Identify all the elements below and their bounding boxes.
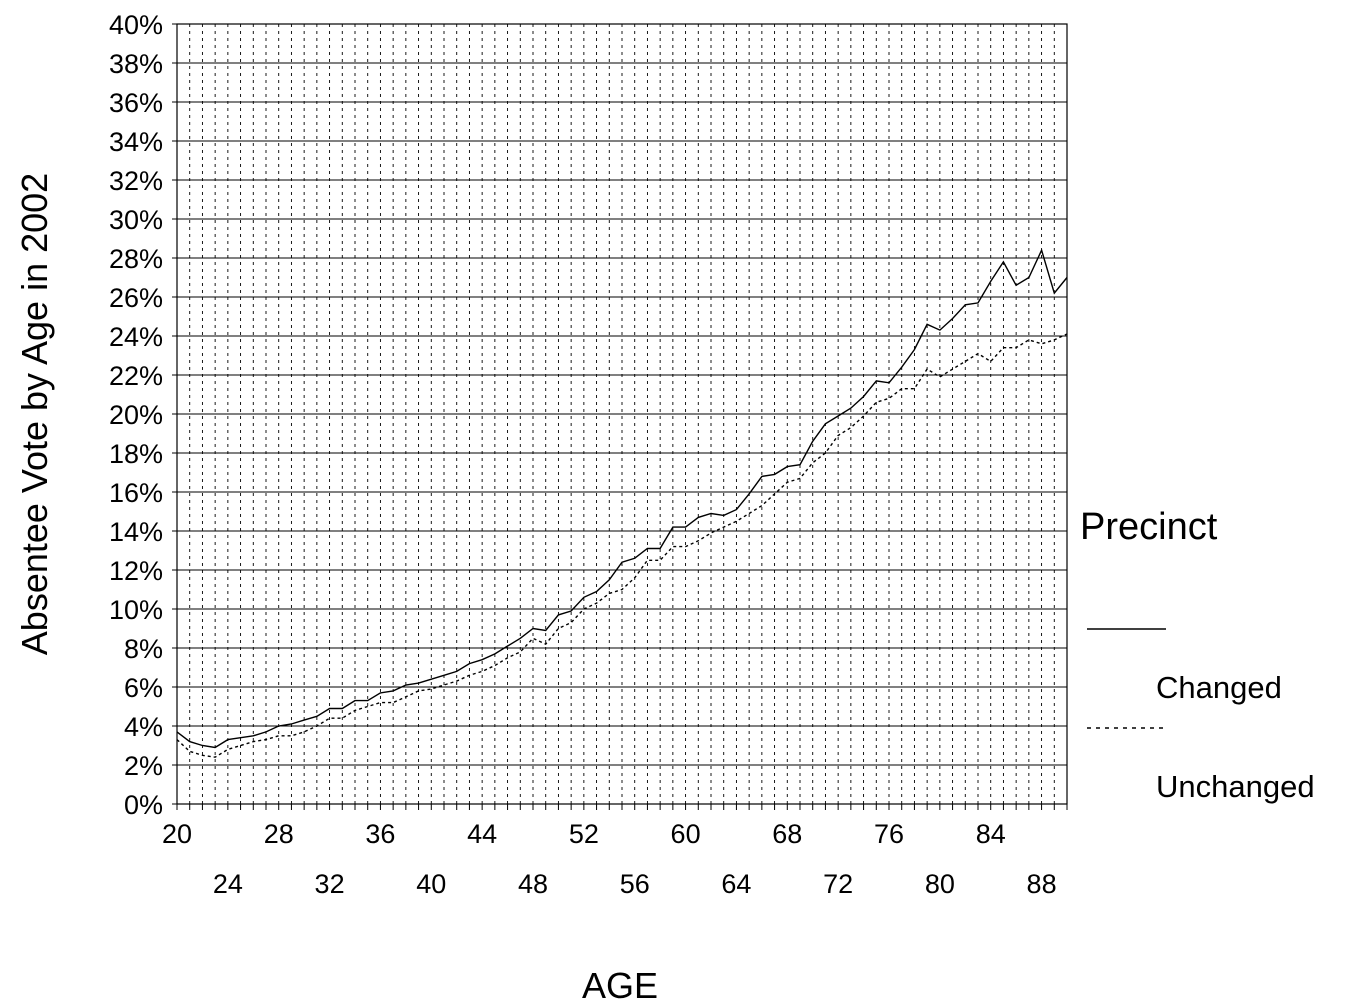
y-axis-title: Absentee Vote by Age in 2002	[14, 173, 55, 655]
y-tick-label: 6%	[124, 673, 163, 703]
legend-title: Precinct	[1080, 506, 1218, 548]
y-tick-label: 18%	[109, 439, 163, 469]
x-tick-label: 56	[620, 869, 650, 899]
series-line-changed	[176, 248, 1068, 749]
y-axis-ticks: 0% 2% 4% 6% 8% 10% 12% 14% 16% 18% 20% 22% 24% 26% 28%…	[109, 10, 177, 820]
x-tick-label: 88	[1027, 869, 1057, 899]
y-tick-label: 32%	[109, 166, 163, 196]
gridlines	[177, 24, 1067, 804]
x-tick-label: 84	[976, 819, 1006, 849]
x-tick-label: 44	[467, 819, 497, 849]
x-tick-label: 52	[569, 819, 599, 849]
y-tick-label: 12%	[109, 556, 163, 586]
y-tick-label: 4%	[124, 712, 163, 742]
y-tick-label: 30%	[109, 205, 163, 235]
x-tick-label: 72	[823, 869, 853, 899]
x-tick-label: 60	[671, 819, 701, 849]
x-axis-ticks: 20 28 36 44 52 60 68 76 84 24 32 40 48 56 64 72 80 88	[162, 804, 1068, 899]
y-tick-label: 2%	[124, 751, 163, 781]
x-tick-label: 32	[315, 869, 345, 899]
y-tick-label: 28%	[109, 244, 163, 274]
series-line-unchanged	[176, 333, 1068, 758]
y-tick-label: 10%	[109, 595, 163, 625]
x-tick-label: 24	[213, 869, 243, 899]
y-tick-label: 0%	[124, 790, 163, 820]
y-tick-label: 34%	[109, 127, 163, 157]
legend-label-changed: Changed	[1156, 670, 1282, 705]
y-tick-label: 24%	[109, 322, 163, 352]
y-tick-label: 26%	[109, 283, 163, 313]
x-tick-label: 28	[264, 819, 294, 849]
y-tick-label: 36%	[109, 88, 163, 118]
y-tick-label: 16%	[109, 478, 163, 508]
legend: Precinct Changed Unchanged	[1080, 506, 1315, 804]
y-tick-label: 8%	[124, 634, 163, 664]
x-tick-label: 68	[772, 819, 802, 849]
y-tick-label: 14%	[109, 517, 163, 547]
y-tick-label: 38%	[109, 49, 163, 79]
legend-label-unchanged: Unchanged	[1156, 769, 1315, 804]
x-tick-label: 48	[518, 869, 548, 899]
x-tick-label: 36	[365, 819, 395, 849]
y-tick-label: 40%	[109, 10, 163, 40]
x-tick-label: 80	[925, 869, 955, 899]
x-tick-label: 76	[874, 819, 904, 849]
y-tick-label: 22%	[109, 361, 163, 391]
series-lines	[176, 248, 1068, 758]
x-tick-label: 20	[162, 819, 192, 849]
x-axis-title: AGE	[582, 965, 658, 1006]
x-tick-label: 64	[721, 869, 751, 899]
x-tick-label: 40	[416, 869, 446, 899]
y-tick-label: 20%	[109, 400, 163, 430]
